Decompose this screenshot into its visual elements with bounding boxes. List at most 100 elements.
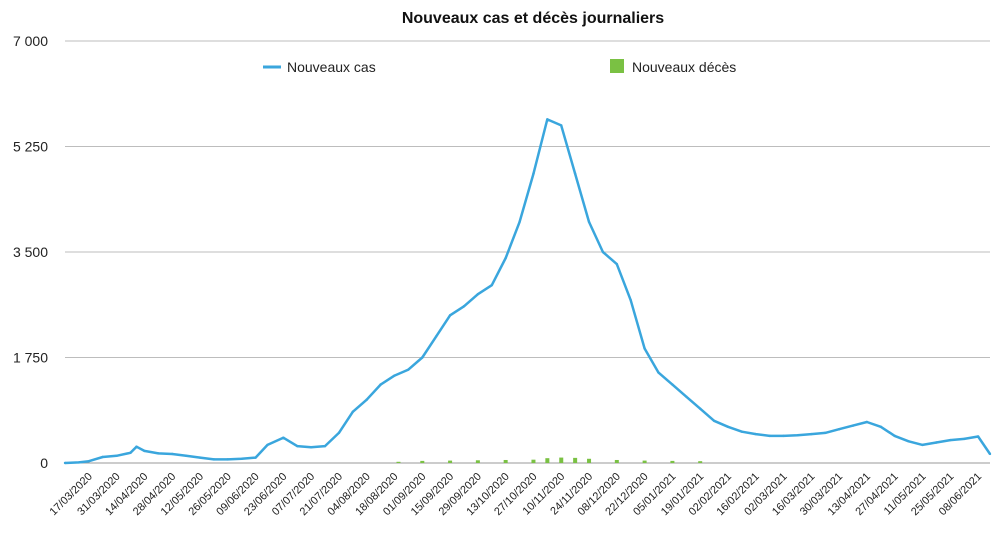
cas-point [907,440,910,443]
deces-bar [420,460,425,463]
cas-point [629,299,632,302]
cas-point [532,172,535,175]
cas-point [490,283,493,287]
cas-point [921,443,924,447]
cas-point [573,172,577,175]
cas-point [782,434,785,438]
cas-point [135,445,138,448]
deces-bars [396,457,703,463]
chart-title: Nouveaux cas et décès journaliers [402,10,664,27]
deces-bar [545,458,550,463]
y-tick-label: 7 000 [13,33,48,49]
cas-point [893,434,896,438]
cas-point [434,335,438,338]
cas-point [810,432,813,436]
cas-point [601,250,605,254]
x-axis: 17/03/202031/03/202014/04/202028/04/2020… [48,471,985,518]
cas-point [698,407,702,410]
cas-point [824,431,827,435]
cas-point [740,430,744,433]
deces-bar [587,458,592,463]
cas-point [462,305,466,308]
cas-point [546,118,549,121]
cas-point [448,314,452,317]
cas-point [421,356,424,359]
deces-bar [614,459,619,463]
cas-point [504,256,507,260]
cas-point [115,454,118,457]
deces-bar [642,460,647,463]
cas-point [323,444,327,448]
cas-point [365,398,368,401]
cas-line [64,118,992,465]
cas-point [309,446,313,449]
legend-swatch-deces [610,59,624,73]
cas-point [988,452,992,456]
cas-point [865,420,869,424]
grid-layer [65,40,990,464]
cas-point [170,452,174,456]
cas-point [754,432,757,436]
deces-bar [448,460,453,463]
cas-point [560,124,563,127]
y-tick-label: 1 750 [13,350,48,366]
deces-bar [396,461,401,463]
cas-point [143,449,146,453]
cas-point [129,451,132,454]
cas-point [282,436,285,439]
deces-bar [698,461,703,463]
cas-point [587,220,591,224]
cas-point [879,425,883,429]
cas-point [240,457,243,460]
cas-point [476,293,480,296]
cas-point [518,220,521,224]
cas-point [643,347,646,350]
cas-point [296,444,299,448]
cas-point [851,424,855,427]
deces-bar [531,459,536,463]
cas-point [935,441,938,444]
cas-point [254,456,257,459]
cas-point [101,455,104,459]
legend: Nouveaux cas Nouveaux décès [263,59,736,75]
cas-point [685,395,688,398]
cas-point [962,437,966,441]
cas-point [87,459,91,463]
cas-point [184,454,188,457]
cas-point [226,458,229,461]
deces-bar [475,460,480,463]
legend-label-deces: Nouveaux décès [632,59,736,75]
y-tick-label: 5 250 [13,139,48,155]
deces-bar [559,457,564,463]
cas-line-layer [63,118,992,465]
cas-point [393,374,396,377]
cas-point [657,371,660,374]
y-tick-label: 3 500 [13,244,48,260]
y-axis: 0 1 750 3 500 5 250 7 000 [13,33,48,471]
cas-point [671,383,674,386]
cas-point [768,434,771,438]
cas-point [615,262,619,266]
cas-point [63,461,67,465]
legend-label-cas: Nouveaux cas [287,59,376,75]
cas-point [212,458,216,461]
cas-point [198,456,202,459]
cas-point [157,452,160,455]
y-tick-label: 0 [40,455,48,471]
deces-bar [503,459,508,463]
cas-point [949,438,952,442]
cas-point [351,410,355,413]
deces-bar [573,457,578,463]
cas-point [976,435,980,438]
cas-point [726,425,730,429]
cas-point [266,443,269,447]
cas-point [407,368,410,371]
cas-point [77,461,81,464]
cas-point [796,434,799,437]
cas-point [837,428,841,431]
deces-bar [670,460,675,463]
cas-point [712,419,716,422]
cas-point [379,383,382,386]
